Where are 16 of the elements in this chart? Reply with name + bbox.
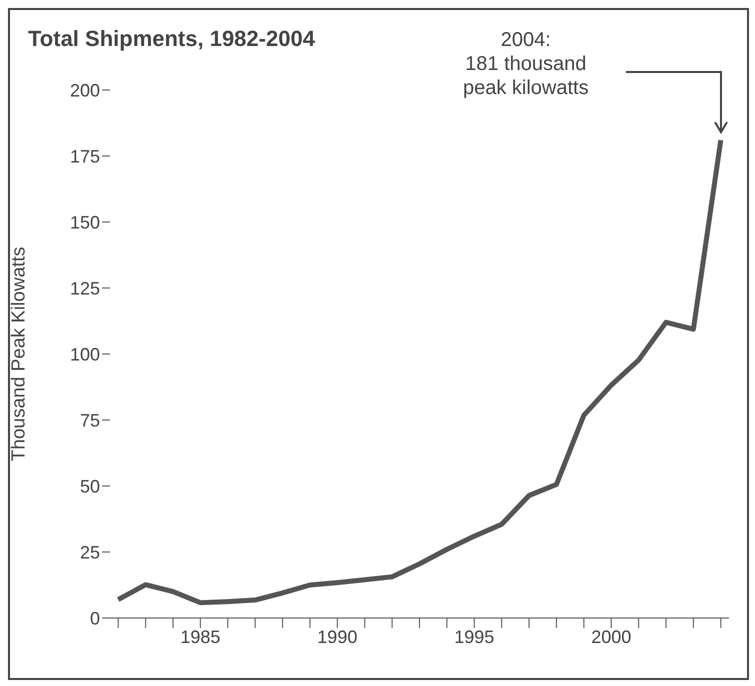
chart-title: Total Shipments, 1982-2004 [28, 26, 315, 52]
x-tick-label: 1990 [317, 626, 358, 647]
y-tick-label: 125 [70, 278, 100, 298]
x-tick-label: 1985 [180, 626, 220, 647]
y-tick-label: 50 [80, 476, 100, 496]
y-tick-label: 175 [70, 146, 100, 166]
x-tick-label: 1995 [454, 626, 494, 647]
y-tick-label: 25 [80, 542, 100, 562]
y-axis-title: Thousand Peak Kilowatts [8, 246, 30, 462]
y-tick-label: 0 [90, 608, 100, 628]
x-tick-label: 2000 [591, 626, 632, 647]
annotation: 2004: 181 thousand peak kilowatts [462, 28, 590, 100]
y-tick-label: 150 [70, 212, 100, 232]
y-tick-label: 200 [70, 80, 100, 100]
y-tick-label: 75 [80, 410, 100, 430]
y-tick-label: 100 [70, 344, 100, 364]
